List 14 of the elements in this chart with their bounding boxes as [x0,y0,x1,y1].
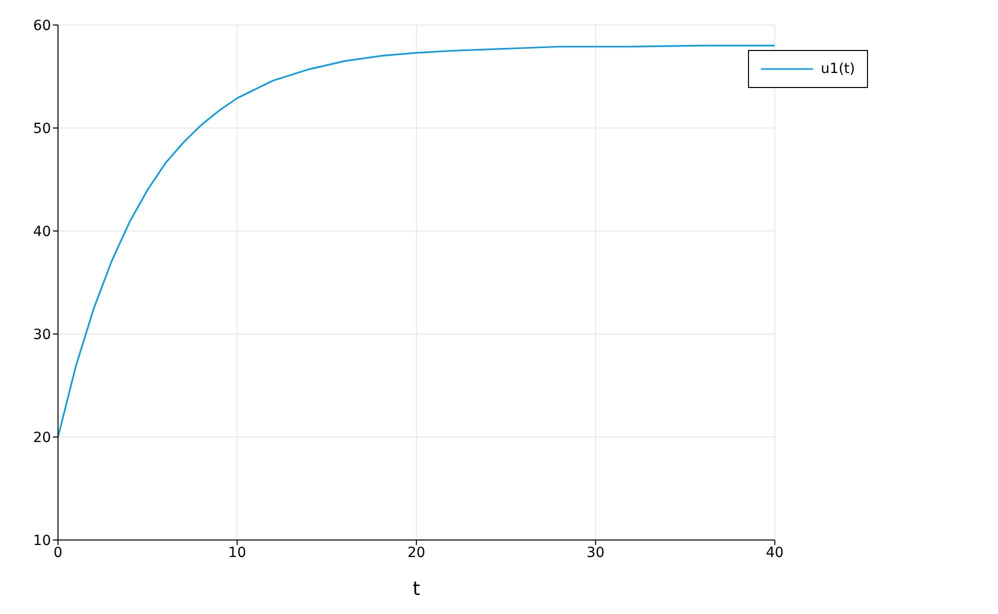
line-series [58,44,775,438]
y-tick-label: 50 [33,120,51,137]
x-tick-label: 20 [407,544,426,561]
x-tick-label: 0 [54,544,62,561]
y-tick-label: 10 [33,532,51,549]
legend-label: u1(t) [820,61,855,77]
y-tick-label: 30 [33,326,51,343]
y-tick-label: 60 [33,18,51,34]
x-axis-title: t [412,578,420,600]
x-tick-label: 10 [228,544,246,561]
y-tick-label: 40 [33,224,51,240]
x-tick-label: 30 [586,544,605,561]
y-tick-label: 20 [33,430,51,446]
x-tick-label: 40 [766,544,784,561]
